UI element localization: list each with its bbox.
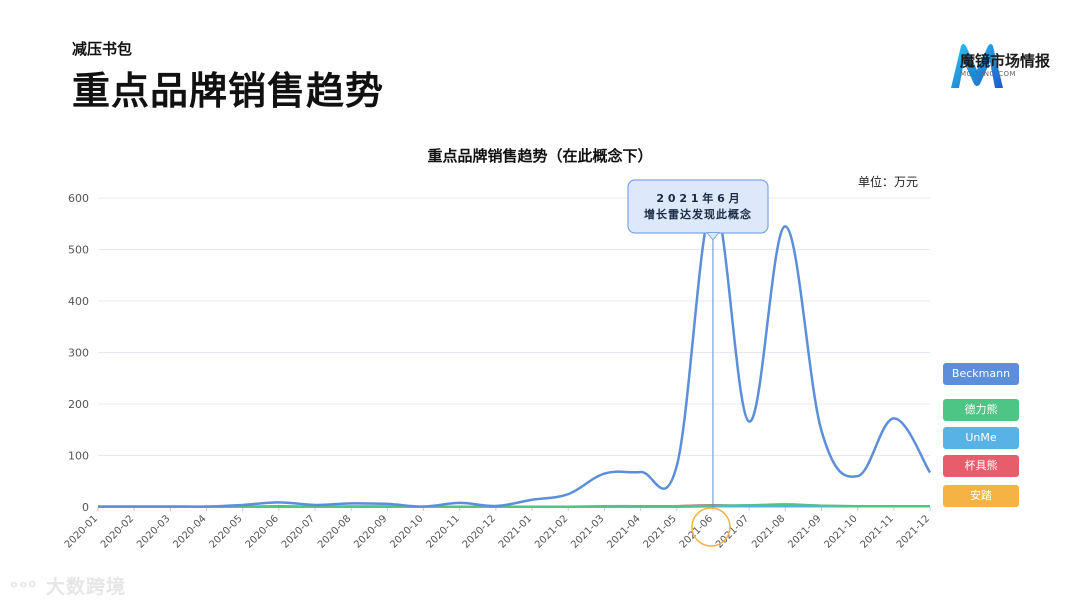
x-tick-label: 2021-12 [895,513,932,550]
people-icon: ᵒᵒ⁰ [10,578,38,598]
x-tick-label: 2021-06 [678,513,715,550]
x-tick-label: 2020-04 [171,513,208,550]
annotation-line2: 增长雷达发现此概念 [644,207,752,221]
watermark: ᵒᵒ⁰ 大数跨境 [10,572,126,599]
brand-domain: MOOJING.COM [960,70,1017,78]
series-line-0 [98,201,932,508]
y-tick-label: 600 [68,192,89,205]
y-tick-label: 0 [82,501,89,514]
chart-title: 重点品牌销售趋势（在此概念下） [427,147,653,165]
watermark-text: 大数跨境 [46,576,127,598]
legend-item-3[interactable]: 杯具熊 [943,455,1019,477]
annotation-box [627,179,769,234]
x-tick-label: 2021-10 [822,513,859,550]
y-tick-label: 300 [68,347,89,360]
y-tick-label: 200 [68,398,89,411]
x-tick-label: 2021-08 [750,513,787,550]
page-title: 重点品牌销售趋势 [72,69,385,113]
y-tick-label: 400 [68,295,89,308]
x-tick-label: 2020-09 [352,513,389,550]
brand-name: 魔镜市场情报 [960,52,1051,70]
annotation-pointer [705,232,720,241]
x-tick-label: 2020-11 [425,513,462,550]
x-tick-label: 2020-05 [207,513,244,550]
x-tick-label: 2021-07 [714,513,751,550]
page-subtitle: 减压书包 [72,40,133,58]
annotation-highlight-circle [691,507,731,547]
x-tick-label: 2021-11 [859,513,896,550]
x-tick-label: 2020-10 [388,513,425,550]
moojing-m-logo-icon [951,44,1003,88]
x-tick-label: 2021-01 [497,513,534,550]
legend-item-4[interactable]: 安踏 [943,485,1019,507]
legend-item-2[interactable]: UnMe [943,427,1019,449]
y-tick-label: 500 [68,244,89,257]
annotation-line1: 2 0 2 1 年 6 月 [656,191,739,205]
x-tick-label: 2020-02 [99,513,136,550]
y-tick-label: 100 [68,450,89,463]
chart-unit: 单位：万元 [857,175,918,189]
x-tick-label: 2020-06 [244,513,281,550]
x-tick-label: 2021-02 [533,513,570,550]
x-tick-label: 2020-12 [461,513,498,550]
x-tick-label: 2021-05 [642,513,679,550]
series-line-1 [98,503,930,508]
x-tick-label: 2020-03 [135,513,172,550]
x-tick-label: 2021-03 [569,513,606,550]
legend-item-0[interactable]: Beckmann [943,363,1019,385]
legend-item-1[interactable]: 德力熊 [943,399,1019,421]
x-tick-label: 2021-09 [786,513,823,550]
x-tick-label: 2020-01 [63,513,100,550]
x-tick-label: 2020-08 [316,513,353,550]
x-tick-label: 2021-04 [605,513,642,550]
x-tick-label: 2020-07 [280,513,317,550]
